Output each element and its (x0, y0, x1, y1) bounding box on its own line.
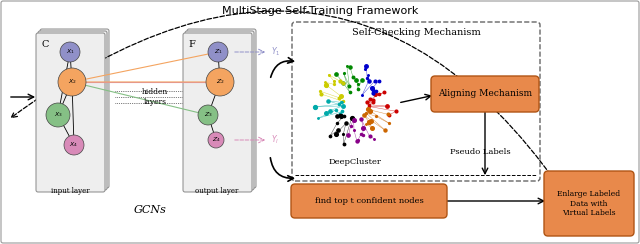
Circle shape (46, 103, 70, 127)
Text: hidden
layers: hidden layers (142, 88, 168, 106)
Circle shape (60, 42, 80, 62)
Text: $Z_3$: $Z_3$ (204, 111, 212, 120)
FancyBboxPatch shape (187, 29, 256, 188)
Text: find top t confident nodes: find top t confident nodes (315, 197, 424, 205)
Text: $Y_l$: $Y_l$ (271, 134, 279, 146)
FancyBboxPatch shape (40, 29, 109, 188)
Text: Aligning Mechanism: Aligning Mechanism (438, 90, 532, 99)
Text: $Y_1$: $Y_1$ (271, 46, 280, 58)
Circle shape (208, 132, 224, 148)
Text: input layer: input layer (51, 187, 90, 195)
Text: $X_4$: $X_4$ (70, 141, 79, 149)
FancyBboxPatch shape (292, 22, 540, 181)
Text: $Z_2$: $Z_2$ (216, 78, 225, 86)
Text: $X_1$: $X_1$ (65, 48, 74, 56)
FancyBboxPatch shape (183, 33, 252, 192)
FancyBboxPatch shape (36, 33, 105, 192)
Text: F: F (188, 40, 195, 49)
FancyBboxPatch shape (544, 171, 634, 236)
Text: Self-Checking Mechanism: Self-Checking Mechanism (351, 28, 481, 37)
Circle shape (208, 42, 228, 62)
FancyBboxPatch shape (291, 184, 447, 218)
Text: Pseudo Labels: Pseudo Labels (450, 148, 510, 156)
Text: $X_3$: $X_3$ (54, 111, 63, 120)
Circle shape (64, 135, 84, 155)
FancyBboxPatch shape (431, 76, 539, 112)
FancyBboxPatch shape (38, 31, 107, 190)
Circle shape (58, 68, 86, 96)
Text: $Z_4$: $Z_4$ (212, 136, 220, 144)
Text: MultiStage Self-Training Framework: MultiStage Self-Training Framework (222, 6, 418, 16)
FancyBboxPatch shape (185, 31, 254, 190)
Circle shape (198, 105, 218, 125)
Text: Enlarge Labeled
Data with
Virtual Labels: Enlarge Labeled Data with Virtual Labels (557, 190, 621, 217)
Text: GCNs: GCNs (134, 205, 166, 215)
Text: output layer: output layer (195, 187, 239, 195)
Text: C: C (41, 40, 49, 49)
Text: $X_2$: $X_2$ (68, 78, 76, 86)
Text: DeepCluster: DeepCluster (328, 158, 381, 166)
Text: $Z_1$: $Z_1$ (214, 48, 222, 56)
Circle shape (206, 68, 234, 96)
